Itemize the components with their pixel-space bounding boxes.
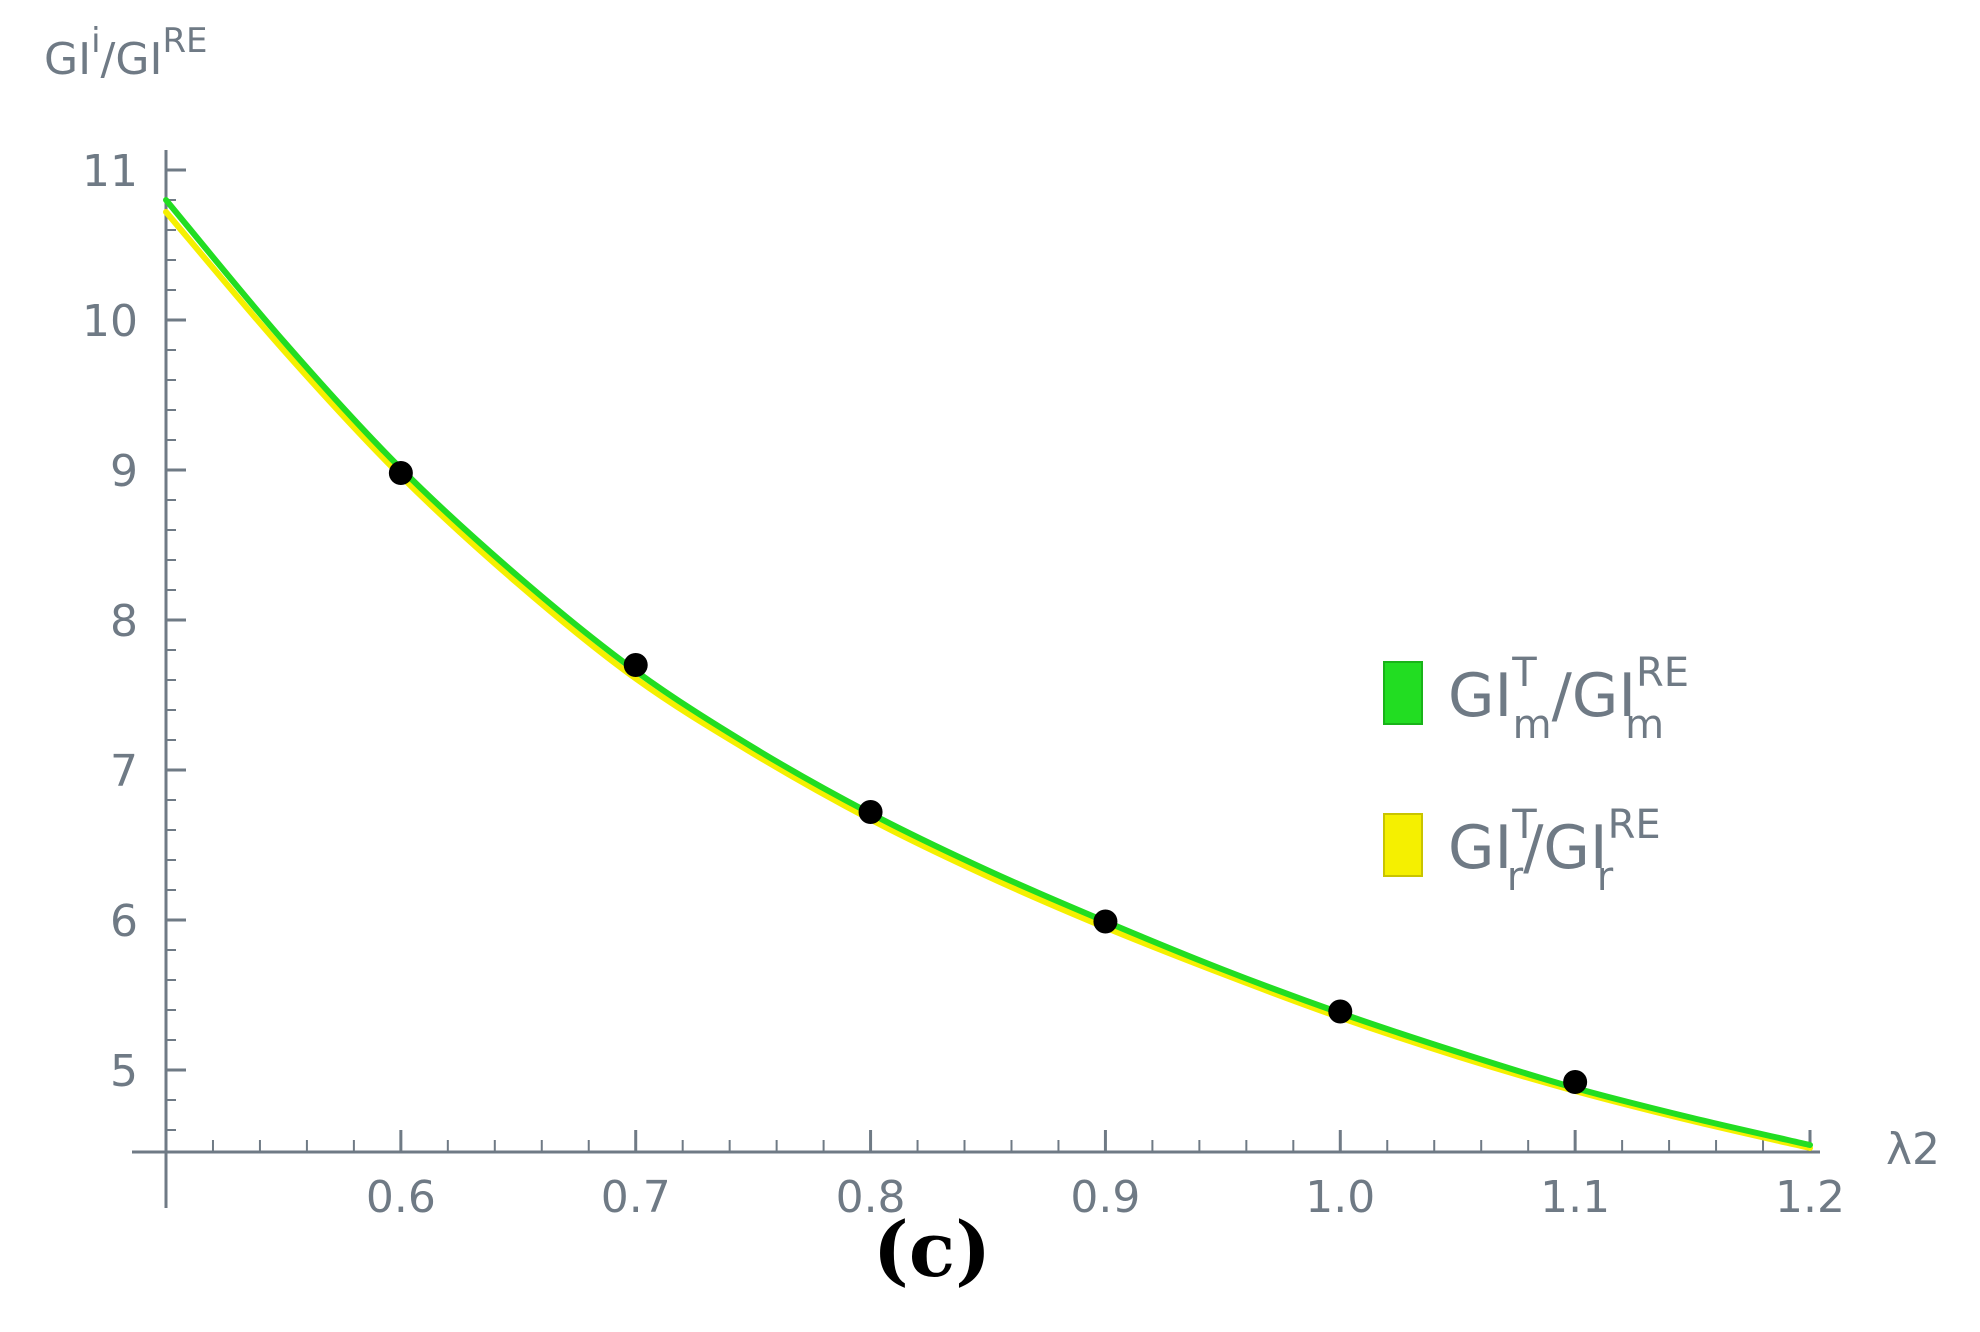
x-axis-label: λ2: [1886, 1124, 1940, 1175]
panel-label: (c): [873, 1205, 991, 1294]
legend-label-green: GIT m/GIRE m: [1448, 650, 1689, 748]
data-point: [1328, 999, 1353, 1024]
y-tick-label-10: 10: [82, 296, 138, 347]
data-point: [623, 653, 648, 677]
legend-green-sub1: m: [1513, 702, 1552, 748]
legend-yellow-sep: /GI: [1523, 813, 1607, 883]
legend-swatch-green: [1383, 661, 1423, 725]
y-tick-label-11: 11: [82, 146, 138, 197]
y-tick-label-7: 7: [110, 746, 138, 797]
data-point: [858, 800, 883, 824]
ticks: 5 6 7 8 9 10 11 0.6 0.7 0.8 0.9 1.0 1.1 1.2: [82, 146, 1845, 1223]
legend-yellow-sup2: RE: [1608, 802, 1661, 848]
x-tick-label-1.0: 1.0: [1305, 1172, 1375, 1223]
x-tick-label-0.6: 0.6: [366, 1172, 436, 1223]
legend: GIT m/GIRE m GIT r/GIRE r: [1383, 650, 1689, 900]
legend-green-sup1: T: [1511, 650, 1537, 696]
legend-green-base: GI: [1448, 661, 1512, 731]
legend-green-sub2: m: [1625, 702, 1664, 748]
legend-yellow-base: GI: [1448, 813, 1512, 883]
y-axis-label-main: GI: [44, 34, 91, 85]
legend-label-yellow: GIT r/GIRE r: [1448, 802, 1661, 900]
y-tick-label-9: 9: [110, 446, 138, 497]
y-tick-label-8: 8: [110, 596, 138, 647]
x-tick-label-1.1: 1.1: [1540, 1172, 1610, 1223]
x-tick-label-0.9: 0.9: [1070, 1172, 1140, 1223]
data-points: [388, 461, 1588, 1094]
data-point: [1093, 909, 1118, 934]
y-tick-label-5: 5: [110, 1046, 138, 1097]
data-point: [388, 461, 413, 485]
x-tick-label-1.2: 1.2: [1775, 1172, 1845, 1223]
y-axis-label-mid: /GI: [101, 34, 163, 85]
y-tick-label-6: 6: [110, 896, 138, 947]
legend-swatch-yellow: [1383, 813, 1423, 877]
legend-yellow-sub2: r: [1597, 854, 1614, 900]
legend-green-sup2: RE: [1636, 650, 1689, 696]
y-axis-label-sup2: RE: [162, 21, 207, 61]
x-tick-label-0.8: 0.8: [836, 1172, 906, 1223]
y-axis-label-sup: i: [91, 21, 100, 61]
legend-item-green: GIT m/GIRE m: [1383, 650, 1689, 748]
legend-green-sep: /GI: [1552, 661, 1636, 731]
data-point: [1563, 1070, 1588, 1094]
y-axis-label: GIi/GIRE: [44, 21, 208, 85]
legend-yellow-sub1: r: [1507, 854, 1524, 900]
legend-item-yellow: GIT r/GIRE r: [1383, 802, 1661, 900]
x-tick-label-0.7: 0.7: [601, 1172, 671, 1223]
